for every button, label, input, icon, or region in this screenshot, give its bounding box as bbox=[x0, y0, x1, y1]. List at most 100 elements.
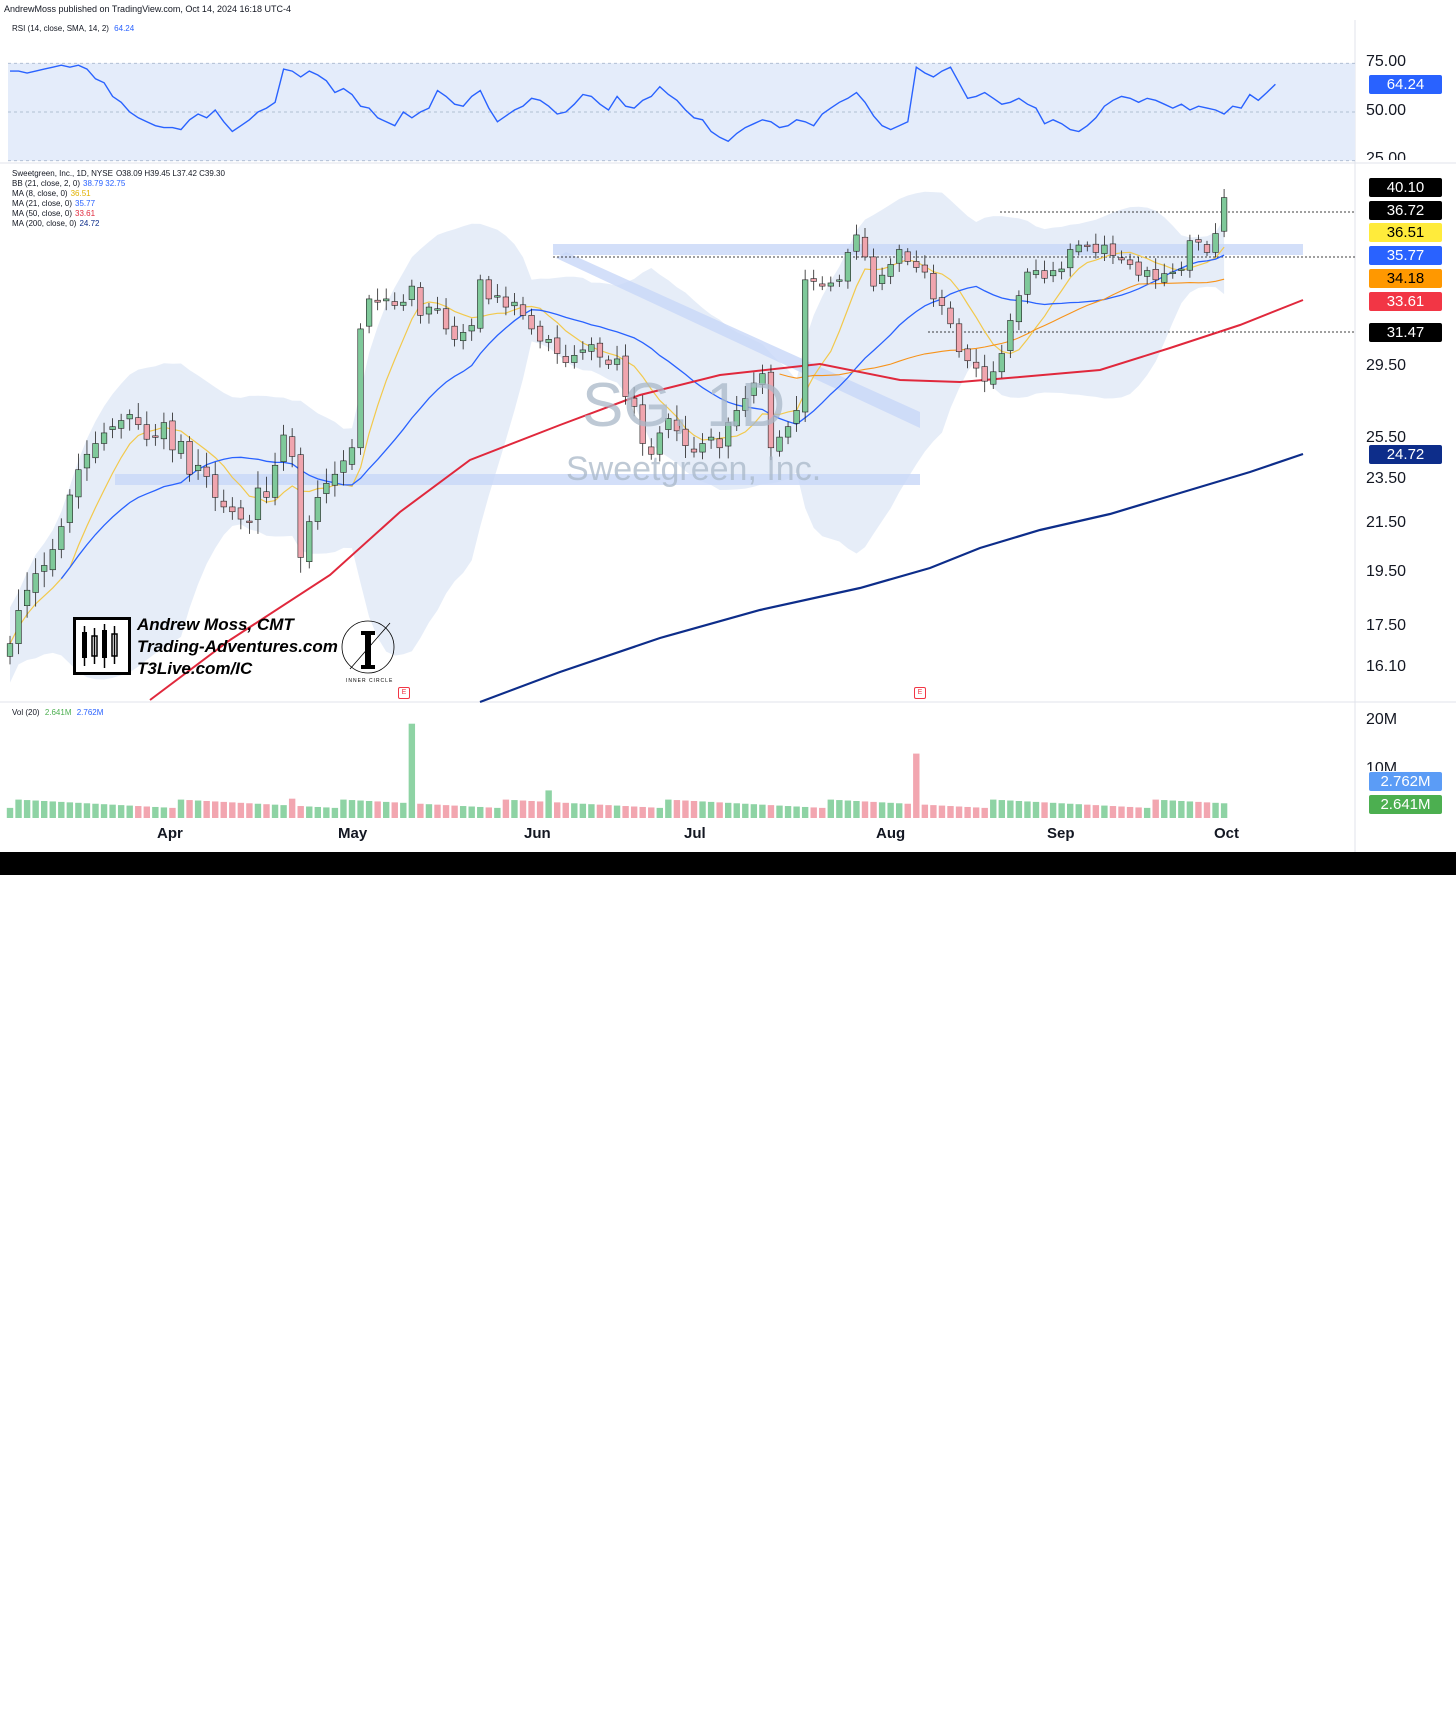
volume-ma-box: 2.762M bbox=[1369, 772, 1442, 791]
volume-bar bbox=[229, 802, 236, 818]
volume-bar bbox=[656, 807, 663, 818]
volume-bar bbox=[887, 802, 894, 818]
volume-bar bbox=[271, 804, 279, 818]
volume-bar bbox=[425, 804, 433, 818]
candle bbox=[92, 443, 99, 459]
volume-bar bbox=[596, 804, 604, 818]
volume-bar bbox=[109, 804, 116, 818]
publish-header: AndrewMoss published on TradingView.com,… bbox=[0, 0, 1456, 20]
candle bbox=[588, 344, 595, 352]
volume-bar bbox=[135, 806, 142, 818]
rsi-axis-75: 75.00 bbox=[1366, 53, 1407, 70]
volume-bar bbox=[579, 803, 587, 818]
volume-bar bbox=[707, 801, 715, 818]
rsi-axis-25: 25.00 bbox=[1366, 150, 1407, 160]
price-axis-label: 23.50 bbox=[1366, 470, 1407, 487]
volume-bar bbox=[1032, 801, 1040, 818]
inner-circle-text: INNER CIRCLE bbox=[346, 678, 394, 684]
volume-bar bbox=[417, 803, 424, 818]
candle bbox=[1212, 233, 1219, 253]
candle bbox=[220, 500, 227, 508]
candle bbox=[1126, 259, 1134, 265]
candle bbox=[536, 325, 544, 342]
volume-bar bbox=[194, 800, 202, 818]
volume-bar bbox=[759, 804, 766, 818]
ma200-line bbox=[479, 452, 1304, 704]
volume-bar bbox=[1186, 801, 1194, 818]
legend-value: O38.09 H39.45 L37.42 C39.30 bbox=[115, 169, 225, 178]
rsi-legend-value: 64.24 bbox=[114, 24, 135, 33]
candle bbox=[1075, 244, 1082, 253]
candle bbox=[904, 251, 911, 262]
earnings-marker[interactable]: E bbox=[398, 687, 410, 699]
volume-bar bbox=[1084, 804, 1091, 818]
candle bbox=[1109, 243, 1117, 256]
candle bbox=[1195, 239, 1202, 243]
volume-bar bbox=[468, 806, 475, 818]
candle bbox=[1007, 320, 1014, 351]
candle bbox=[767, 371, 775, 449]
volume-bar bbox=[186, 800, 193, 818]
volume-bar bbox=[288, 798, 296, 818]
candle bbox=[340, 460, 347, 473]
candle bbox=[947, 307, 954, 325]
volume-bar bbox=[340, 799, 347, 818]
volume-bar bbox=[733, 803, 740, 818]
candle bbox=[152, 435, 159, 438]
price-legend: Sweetgreen, Inc., 1D, NYSE O38.09 H39.45 … bbox=[12, 169, 225, 229]
volume-bar bbox=[1092, 805, 1100, 818]
candle bbox=[631, 397, 638, 407]
price-level-box: 36.72 bbox=[1369, 201, 1442, 220]
candle bbox=[990, 371, 997, 385]
candle bbox=[579, 349, 586, 353]
volume-bar bbox=[41, 800, 48, 818]
candle bbox=[1118, 257, 1125, 261]
candle bbox=[690, 448, 698, 453]
volume-bar bbox=[66, 802, 74, 818]
legend-row-ma8: MA (8, close, 0) 36.51 bbox=[12, 189, 225, 199]
candle bbox=[1144, 270, 1151, 277]
volume-bar bbox=[673, 800, 681, 818]
candle bbox=[477, 279, 484, 329]
candle bbox=[896, 249, 903, 264]
candle bbox=[981, 366, 988, 382]
volume-bar bbox=[776, 805, 783, 818]
candle bbox=[613, 358, 621, 365]
tradingview-footer: ▲● TradingView bbox=[0, 852, 1456, 1720]
volume-bar bbox=[1161, 800, 1168, 818]
trend-channel bbox=[556, 252, 920, 428]
volume-bar bbox=[92, 803, 99, 818]
candle bbox=[887, 264, 894, 277]
candle bbox=[365, 298, 373, 327]
candle bbox=[195, 464, 202, 471]
candle bbox=[425, 306, 433, 315]
volume-bar bbox=[169, 807, 176, 818]
earnings-marker[interactable]: E bbox=[914, 687, 926, 699]
candle bbox=[6, 643, 14, 657]
volume-bar bbox=[203, 800, 210, 818]
volume-bar bbox=[323, 807, 330, 818]
volume-bar bbox=[1058, 803, 1065, 818]
volume-bar bbox=[314, 806, 321, 818]
ma50-orange-value-box: 34.18 bbox=[1369, 269, 1442, 288]
candle bbox=[665, 418, 672, 430]
candle bbox=[673, 419, 680, 432]
volume-legend-label: Vol (20) bbox=[12, 708, 40, 717]
candle bbox=[682, 428, 689, 446]
tradingview-logo[interactable]: ▲● TradingView bbox=[8, 1709, 82, 1720]
candle bbox=[793, 410, 800, 424]
candle bbox=[212, 474, 219, 498]
volume-bar bbox=[32, 800, 39, 818]
volume-bar bbox=[964, 806, 971, 818]
candle bbox=[1101, 244, 1108, 254]
candle bbox=[1135, 261, 1142, 276]
volume-bar bbox=[365, 800, 373, 818]
volume-bar bbox=[930, 805, 937, 818]
volume-bar bbox=[819, 807, 826, 818]
volume-bar bbox=[23, 800, 31, 818]
volume-legend-value: 2.641M bbox=[44, 708, 72, 717]
chart-canvas[interactable] bbox=[0, 0, 1456, 875]
candle bbox=[853, 234, 860, 252]
legend-value: 38.79 32.75 bbox=[83, 179, 126, 188]
volume-bar bbox=[1007, 800, 1014, 818]
